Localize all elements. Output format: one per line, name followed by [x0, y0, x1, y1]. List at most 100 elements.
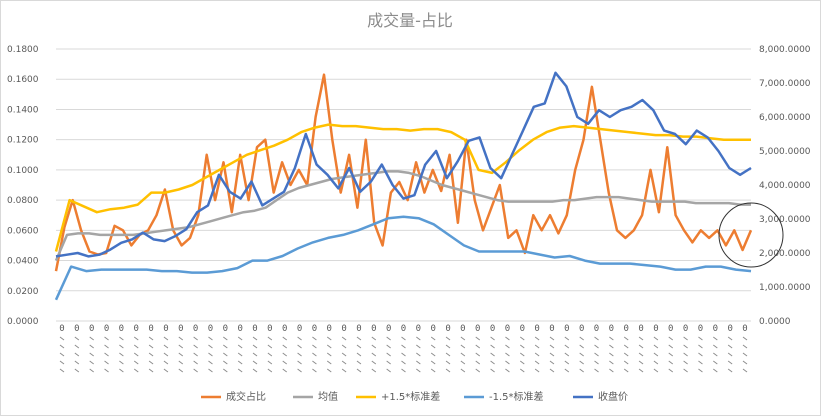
x-tick-glyph — [104, 336, 109, 341]
x-tick-glyph — [208, 352, 213, 357]
x-tick-glyph — [445, 360, 451, 365]
x-tick-glyph — [193, 344, 198, 349]
x-tick-glyph — [401, 360, 406, 365]
x-tick-glyph — [475, 336, 481, 341]
x-tick-glyph — [297, 336, 302, 341]
x-tick-glyph — [163, 336, 169, 341]
x-tick-glyph — [609, 368, 614, 373]
x-tick-glyph — [223, 368, 228, 373]
x-tick-glyph — [326, 336, 332, 341]
x-tick-glyph — [74, 360, 80, 365]
x-tick-glyph — [549, 344, 555, 349]
x-tick-glyph — [579, 344, 584, 349]
x-tick-glyph — [727, 352, 733, 357]
x-tick-glyph — [713, 368, 718, 373]
x-tick-glyph — [371, 368, 377, 373]
x-tick-glyph — [668, 344, 674, 349]
x-tick-label: 0 — [430, 324, 435, 334]
x-tick-glyph — [133, 360, 139, 365]
x-tick-label: 0 — [668, 324, 673, 334]
x-tick-glyph — [653, 336, 659, 341]
x-tick-glyph — [713, 360, 718, 365]
x-tick-glyph — [223, 360, 228, 365]
x-tick-glyph — [460, 360, 466, 365]
legend: 成交占比 均值 +1.5*标准差 -1.5*标准差 收盘价 — [201, 390, 628, 403]
x-tick-glyph — [59, 336, 65, 341]
x-tick-glyph — [460, 368, 466, 373]
series-line — [54, 215, 752, 301]
x-tick-glyph — [297, 368, 302, 373]
x-tick-label: 0 — [223, 324, 228, 334]
legend-label: +1.5*标准差 — [381, 390, 440, 403]
x-tick-glyph — [356, 360, 362, 365]
x-tick-glyph — [208, 360, 213, 365]
x-tick-label: 0 — [475, 324, 480, 334]
x-tick-glyph — [326, 344, 332, 349]
y-left-tick-label: 0.1200 — [7, 136, 39, 146]
legend-label: 收盘价 — [598, 390, 628, 403]
y-left-tick-label: 0.1400 — [7, 105, 39, 115]
x-tick-glyph — [638, 360, 644, 365]
x-tick-glyph — [326, 360, 332, 365]
x-tick-glyph — [727, 368, 733, 373]
x-tick-glyph — [490, 352, 495, 357]
x-tick-label: 0 — [104, 324, 109, 334]
x-tick-glyph — [59, 352, 65, 357]
series-line — [54, 170, 751, 262]
x-tick-glyph — [534, 368, 540, 373]
x-tick-glyph — [683, 368, 688, 373]
x-tick-glyph — [742, 336, 748, 341]
x-tick-glyph — [579, 336, 584, 341]
series-line — [55, 71, 752, 258]
x-tick-glyph — [698, 344, 703, 349]
x-tick-glyph — [519, 352, 525, 357]
x-tick-label: 0 — [74, 324, 79, 334]
x-tick-glyph — [312, 344, 317, 349]
x-tick-glyph — [148, 344, 154, 349]
x-tick-label: 0 — [401, 324, 406, 334]
x-tick-label: 0 — [579, 324, 584, 334]
x-tick-glyph — [312, 360, 317, 365]
x-tick-glyph — [668, 336, 674, 341]
x-tick-glyph — [386, 368, 391, 373]
x-tick-glyph — [104, 368, 109, 373]
x-tick-glyph — [668, 360, 674, 365]
x-tick-glyph — [386, 336, 391, 341]
x-tick-glyph — [89, 352, 94, 357]
x-tick-glyph — [490, 360, 495, 365]
y-right-tick-label: 8,000.0000 — [759, 45, 811, 55]
x-tick-glyph — [74, 344, 80, 349]
x-tick-glyph — [252, 352, 258, 357]
x-tick-glyph — [668, 368, 674, 373]
x-tick-glyph — [401, 368, 406, 373]
y-left-tick-label: 0.0600 — [7, 226, 39, 236]
x-tick-glyph — [341, 352, 347, 357]
x-tick-glyph — [683, 336, 688, 341]
x-tick-glyph — [549, 336, 555, 341]
y-right-tick-label: 0.0000 — [759, 317, 791, 327]
x-tick-glyph — [653, 360, 659, 365]
x-tick-glyph — [148, 336, 154, 341]
x-tick-glyph — [713, 336, 718, 341]
x-tick-label: 0 — [713, 324, 718, 334]
x-tick-glyph — [416, 344, 421, 349]
x-tick-glyph — [609, 336, 614, 341]
x-tick-glyph — [104, 344, 109, 349]
x-tick-glyph — [267, 336, 273, 341]
x-tick-label: 0 — [594, 324, 599, 334]
x-tick-label: 0 — [134, 324, 139, 334]
x-tick-glyph — [104, 360, 109, 365]
x-tick-glyph — [326, 352, 332, 357]
x-tick-glyph — [237, 336, 243, 341]
x-tick-glyph — [297, 352, 302, 357]
y-left-tick-label: 0.1800 — [7, 45, 39, 55]
x-tick-glyph — [505, 344, 510, 349]
x-tick-glyph — [594, 344, 599, 349]
x-tick-label: 0 — [638, 324, 643, 334]
y-right-tick-label: 2,000.0000 — [759, 249, 811, 259]
x-tick-glyph — [237, 344, 243, 349]
x-tick-glyph — [713, 344, 718, 349]
x-tick-label: 0 — [267, 324, 272, 334]
y-left-tick-label: 0.1000 — [7, 166, 39, 176]
